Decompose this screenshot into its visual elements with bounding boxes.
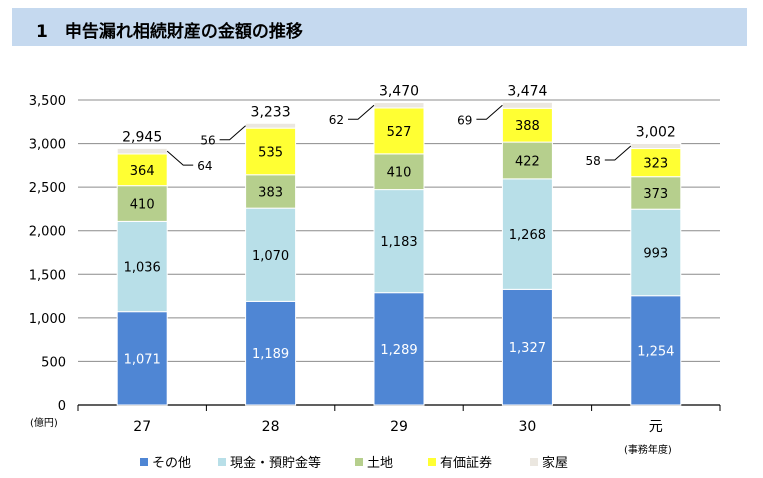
y-axis-unit: (億円) <box>30 418 58 429</box>
bar-data-label: 383 <box>258 185 283 200</box>
bar-segment <box>245 127 297 176</box>
x-tick-label: 27 <box>133 419 151 435</box>
bar-segment <box>630 142 682 150</box>
bar-segment <box>630 208 682 297</box>
y-tick-label: 3,000 <box>29 138 66 153</box>
total-label: 3,470 <box>379 84 419 100</box>
house-data-label: 62 <box>329 113 344 127</box>
y-tick-label: 1,500 <box>29 268 66 283</box>
bar-segment <box>116 311 168 406</box>
bar-data-label: 1,327 <box>509 341 546 356</box>
legend-swatch <box>530 458 538 466</box>
bar-segment <box>630 148 682 178</box>
legend-label: 家屋 <box>542 456 569 471</box>
y-tick-label: 500 <box>41 355 66 370</box>
bar-segment <box>116 220 168 313</box>
bar-data-label: 410 <box>130 198 155 213</box>
bar-data-label: 422 <box>515 154 540 169</box>
house-data-label: 69 <box>457 113 472 127</box>
bar-segment <box>116 147 168 155</box>
leader-line <box>166 150 194 166</box>
x-tick-label: 28 <box>262 419 280 435</box>
page-title: 1 申告漏れ相続財産の金額の推移 <box>36 22 303 42</box>
total-label: 3,233 <box>251 104 291 120</box>
bar-data-label: 1,254 <box>637 344 674 359</box>
header-banner: 1 申告漏れ相続財産の金額の推移 <box>12 8 747 46</box>
bar-segment <box>373 102 425 109</box>
bar-segment <box>245 174 297 209</box>
bar-data-label: 1,289 <box>380 343 417 358</box>
bar-data-label: 1,189 <box>252 347 289 362</box>
bar-segment <box>501 178 553 290</box>
x-tick-label: 30 <box>518 419 536 435</box>
house-data-label: 58 <box>586 154 601 168</box>
x-axis-unit: (事務年度) <box>624 445 672 456</box>
bar-segment <box>373 292 425 406</box>
bar-data-label: 1,036 <box>124 261 161 276</box>
bar-data-label: 373 <box>643 187 668 202</box>
bar-data-label: 527 <box>387 125 412 140</box>
y-tick-label: 0 <box>58 399 66 414</box>
legend-swatch <box>218 458 226 466</box>
bar-data-label: 1,268 <box>509 228 546 243</box>
legend-label: その他 <box>152 456 192 471</box>
bar-data-label: 1,071 <box>124 352 161 367</box>
bar-segment <box>245 300 297 406</box>
bar-segment <box>116 185 168 222</box>
total-label: 3,002 <box>636 124 676 140</box>
legend-label: 現金・預貯金等 <box>230 456 322 471</box>
x-tick-label: 29 <box>390 419 408 435</box>
bar-data-label: 1,070 <box>252 249 289 264</box>
bar-data-label: 410 <box>387 166 412 181</box>
leader-line <box>219 125 246 141</box>
y-tick-label: 2,500 <box>29 181 66 196</box>
leader-line <box>348 104 375 120</box>
legend-label: 有価証券 <box>440 456 493 471</box>
total-label: 2,945 <box>122 129 162 145</box>
legend-swatch <box>140 458 148 466</box>
legend-swatch <box>355 458 363 466</box>
bar-data-label: 1,183 <box>380 235 417 250</box>
bar-segment <box>373 153 425 191</box>
chart-legend: その他 現金・預貯金等 土地 有価証券 家屋 <box>0 452 763 472</box>
bar-segment <box>245 207 297 302</box>
house-data-label: 64 <box>197 159 212 173</box>
y-tick-label: 2,000 <box>29 225 66 240</box>
bar-segment <box>501 141 553 180</box>
y-tick-label: 1,000 <box>29 312 66 327</box>
y-tick-label: 3,500 <box>29 94 66 109</box>
bar-data-label: 323 <box>643 157 668 172</box>
legend-label: 土地 <box>367 456 394 471</box>
bar-data-label: 535 <box>258 145 283 160</box>
bar-data-label: 364 <box>130 164 155 179</box>
bar-data-label: 388 <box>515 119 540 134</box>
leader-line <box>476 104 503 120</box>
x-tick-label: 元 <box>649 419 663 435</box>
bar-segment <box>245 122 297 129</box>
bar-segment <box>501 101 553 109</box>
bar-data-label: 993 <box>643 246 668 261</box>
bar-segment <box>373 189 425 294</box>
legend-swatch <box>428 458 436 466</box>
house-data-label: 56 <box>200 134 215 148</box>
leader-line <box>604 145 632 161</box>
bar-segment <box>116 153 168 187</box>
total-label: 3,474 <box>507 83 547 99</box>
